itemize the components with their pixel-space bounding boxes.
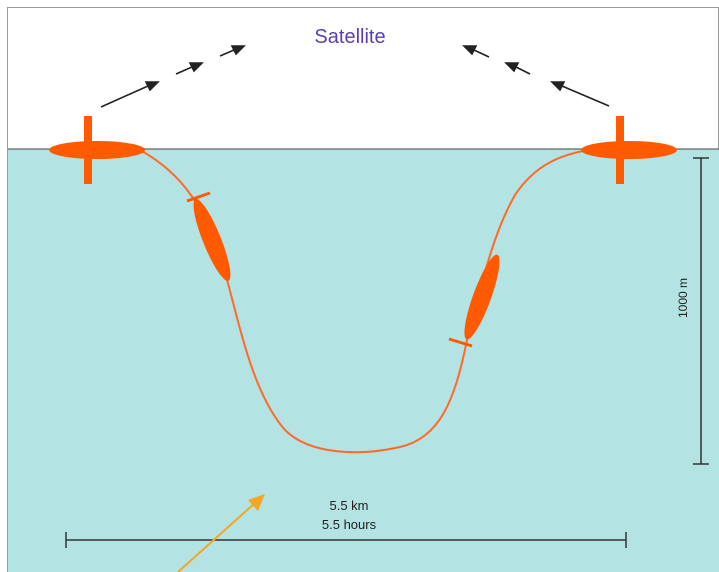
glider-dive-icon	[186, 191, 231, 281]
glider-surface-icon	[581, 116, 677, 184]
depth-scale	[693, 157, 709, 465]
uplink-arrows-left	[100, 45, 246, 108]
glider-surface-icon	[49, 116, 145, 184]
pointer-arrow	[177, 494, 265, 572]
satellite-label: Satellite	[314, 26, 385, 48]
glider-climb-icon	[448, 254, 500, 348]
distance-label: 5.5 km	[329, 498, 368, 513]
duration-label: 5.5 hours	[322, 517, 377, 532]
ocean-area	[8, 149, 719, 572]
uplink-arrows-right	[462, 45, 610, 107]
depth-label: 1000 m	[676, 278, 690, 318]
distance-scale	[65, 532, 627, 548]
